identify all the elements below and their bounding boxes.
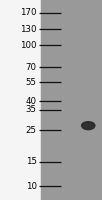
- Text: 170: 170: [20, 8, 37, 17]
- Bar: [41, 0, 102, 200]
- Ellipse shape: [82, 122, 95, 130]
- Text: 15: 15: [26, 157, 37, 166]
- Text: 55: 55: [26, 78, 37, 87]
- Text: 40: 40: [26, 97, 37, 106]
- Text: 35: 35: [26, 105, 37, 114]
- Text: 70: 70: [26, 63, 37, 72]
- Text: 10: 10: [26, 182, 37, 191]
- Text: 100: 100: [20, 41, 37, 50]
- Bar: [0, 0, 41, 200]
- Text: 130: 130: [20, 25, 37, 34]
- Text: 25: 25: [26, 126, 37, 135]
